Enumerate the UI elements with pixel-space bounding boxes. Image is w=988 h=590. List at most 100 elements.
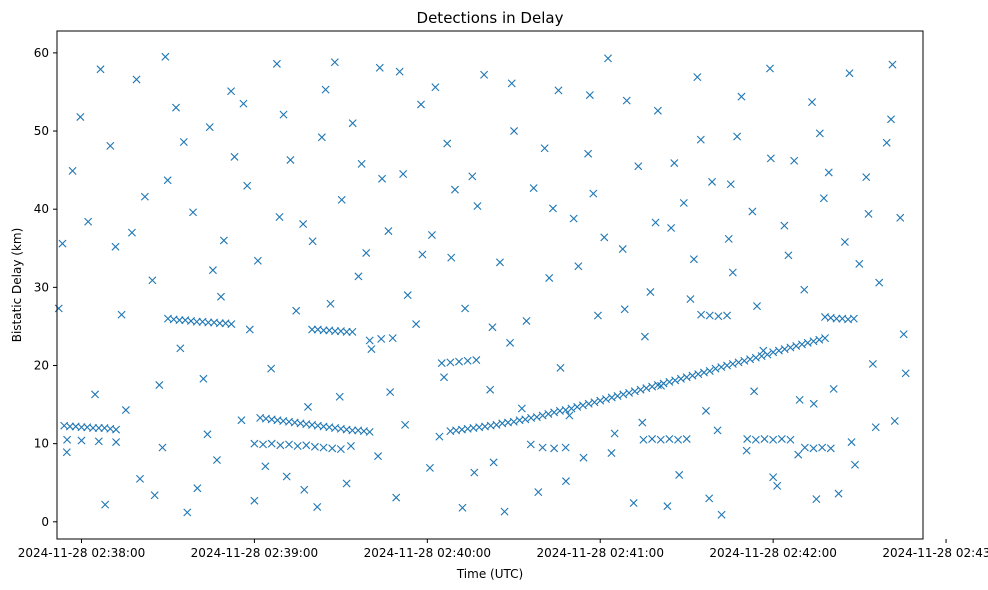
detection-marker: [653, 381, 662, 390]
detection-marker: [578, 401, 587, 410]
detection-marker: [717, 363, 726, 372]
detection-marker: [638, 418, 647, 427]
detection-marker: [486, 385, 495, 394]
detection-marker: [567, 404, 576, 413]
detection-marker: [808, 98, 817, 107]
detection-marker: [237, 416, 246, 425]
detection-marker: [538, 411, 547, 420]
detection-marker: [335, 392, 344, 401]
detection-marker: [593, 311, 602, 320]
detection-marker: [849, 314, 858, 323]
detection-marker: [392, 493, 401, 502]
detection-marker: [590, 398, 599, 407]
detection-marker: [748, 207, 757, 216]
detection-marker: [106, 141, 115, 150]
detection-marker: [203, 430, 212, 439]
detection-marker: [800, 443, 809, 452]
x-tick-label: 2024-11-28 02:39:00: [191, 546, 318, 560]
detection-marker: [579, 453, 588, 462]
y-tick-label: 20: [34, 358, 49, 372]
x-tick-label: 2024-11-28 02:38:00: [18, 546, 145, 560]
detection-marker: [769, 435, 778, 444]
chart-title: Detections in Delay: [417, 9, 564, 27]
detection-marker: [121, 406, 130, 415]
detection-marker: [293, 442, 302, 450]
detection-marker: [458, 503, 467, 512]
detection-marker: [693, 73, 702, 82]
detection-marker: [809, 444, 818, 453]
detection-marker: [517, 404, 526, 413]
detection-marker: [267, 364, 276, 373]
detection-marker: [713, 426, 722, 435]
detection-marker: [250, 439, 259, 448]
detection-marker: [176, 344, 185, 353]
detection-marker: [815, 335, 824, 344]
detection-marker: [472, 356, 481, 365]
detection-marker: [205, 123, 214, 132]
detection-marker: [374, 452, 383, 461]
detection-marker: [765, 64, 774, 73]
detection-marker: [500, 507, 509, 516]
detection-marker: [600, 233, 609, 242]
detection-marker: [809, 337, 818, 346]
detection-marker: [319, 326, 328, 335]
detection-marker: [717, 510, 726, 519]
detection-marker: [689, 255, 698, 264]
detection-marker: [675, 470, 684, 479]
detection-marker: [548, 204, 557, 213]
detection-marker: [77, 423, 86, 432]
y-axis: 0 10 20 30 40 50 60: [34, 46, 57, 529]
detection-marker: [610, 429, 619, 438]
detection-marker: [862, 173, 871, 182]
detection-marker: [674, 435, 683, 444]
detection-marker: [705, 366, 714, 375]
detection-marker: [671, 376, 680, 385]
detection-marker: [117, 310, 126, 319]
detection-marker: [705, 311, 714, 320]
detection-marker: [384, 227, 393, 236]
detection-marker: [740, 356, 749, 365]
detection-marker: [686, 295, 695, 304]
detection-marker: [199, 374, 208, 383]
detection-marker: [622, 96, 631, 105]
detection-marker: [705, 494, 714, 503]
detection-marker: [399, 170, 408, 179]
detection-marker: [509, 417, 518, 426]
detection-marker: [728, 268, 737, 277]
detection-marker: [526, 440, 535, 449]
detection-marker: [550, 444, 559, 453]
detection-marker: [746, 355, 755, 364]
detection-marker: [753, 302, 761, 311]
detection-marker: [840, 238, 849, 247]
detection-marker: [751, 353, 760, 362]
detection-marker: [743, 434, 752, 443]
detection-marker: [696, 135, 705, 144]
detection-marker: [243, 181, 252, 190]
detection-marker: [784, 251, 793, 260]
detection-marker: [596, 396, 605, 405]
detection-marker: [101, 500, 110, 509]
detection-marker: [574, 262, 583, 271]
detection-marker: [868, 359, 877, 368]
detection-marker: [267, 439, 276, 448]
detection-marker: [77, 436, 86, 445]
detection-marker: [250, 496, 259, 505]
detection-marker: [215, 319, 224, 328]
detection-marker: [888, 60, 897, 69]
detection-marker: [91, 390, 100, 399]
detection-marker: [875, 278, 884, 287]
detection-marker: [492, 420, 501, 429]
detection-marker: [607, 449, 616, 458]
detection-marker: [723, 361, 732, 370]
detection-marker: [208, 266, 217, 275]
detection-marker: [161, 52, 170, 61]
detection-marker: [253, 256, 262, 265]
detection-marker: [292, 306, 301, 315]
detection-marker: [757, 352, 766, 361]
detection-marker: [585, 91, 594, 100]
detection-marker: [726, 180, 735, 189]
detection-marker: [679, 198, 688, 207]
detection-marker: [302, 441, 311, 450]
detection-marker: [554, 86, 563, 95]
detection-marker: [847, 438, 856, 447]
